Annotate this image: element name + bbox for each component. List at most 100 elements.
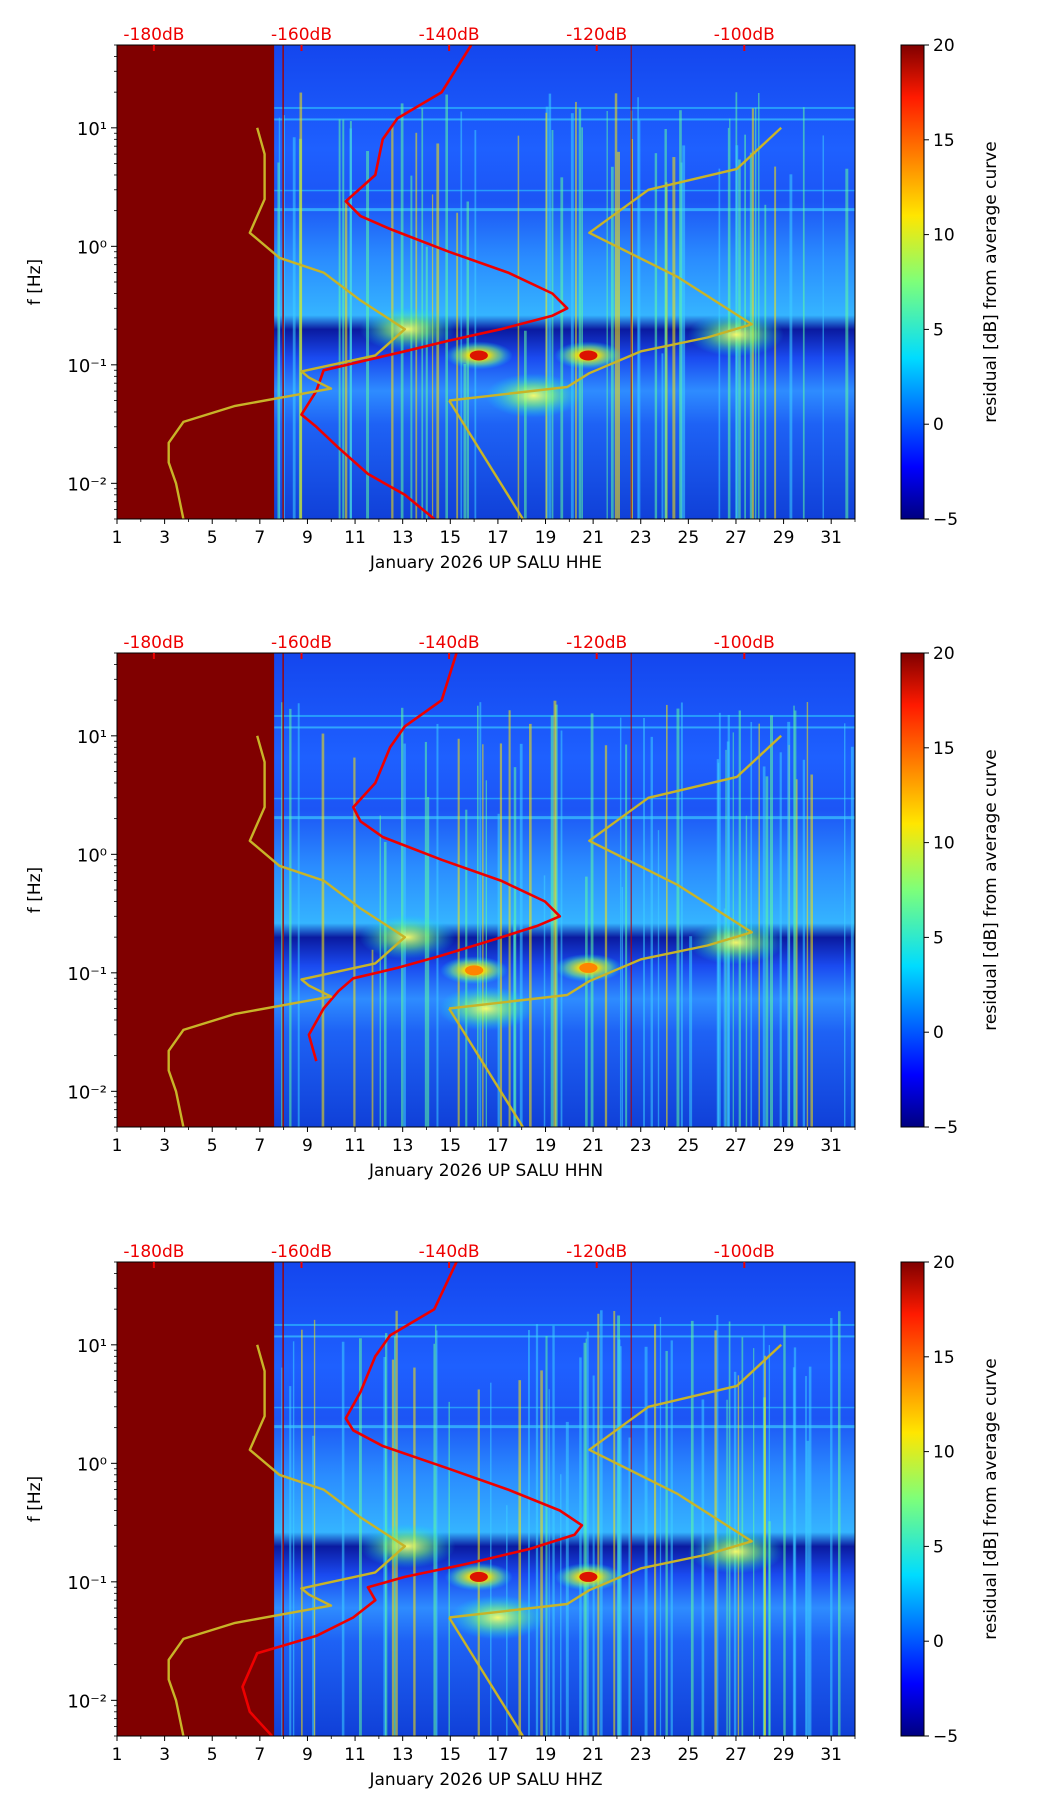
spectral-spike xyxy=(518,1380,522,1736)
db-tick-label: -180dB xyxy=(123,633,184,653)
x-tick-label: 29 xyxy=(773,1136,795,1156)
spectral-spike xyxy=(570,113,574,519)
spectral-spike xyxy=(793,705,795,1127)
spectral-spike xyxy=(680,702,683,1127)
spectral-spike xyxy=(583,1342,587,1736)
spectral-spike xyxy=(689,936,693,1127)
freq-band xyxy=(274,106,855,109)
x-tick-label: 11 xyxy=(344,528,366,548)
spectral-spike xyxy=(553,700,557,1127)
spectral-spike xyxy=(659,1317,662,1736)
spectral-spike xyxy=(619,1346,622,1736)
spectral-spike xyxy=(551,129,554,519)
spectral-spike xyxy=(822,135,824,519)
spectral-spike xyxy=(770,715,774,1127)
spectral-spike xyxy=(383,841,387,1127)
x-tick-label: 5 xyxy=(207,528,218,548)
y-tick-label: 10⁰ xyxy=(77,845,107,866)
y-tick-label: 10⁻¹ xyxy=(67,1573,107,1594)
curve-olive-right xyxy=(448,1343,783,1619)
spectral-spike xyxy=(805,1376,807,1736)
x-tick-label: 7 xyxy=(254,528,265,548)
db-tick-label: -160dB xyxy=(271,633,332,653)
x-tick-label: 25 xyxy=(678,1745,700,1765)
spectral-spike xyxy=(718,712,721,1127)
y-tick-label: 10⁻² xyxy=(67,474,107,495)
spectral-spike xyxy=(519,743,523,1127)
x-tick-label: 9 xyxy=(302,1136,313,1156)
x-tick-label: 17 xyxy=(487,528,509,548)
spectral-spike xyxy=(795,779,798,1127)
colorbar-tick-label: 0 xyxy=(933,1632,944,1652)
spectral-spike xyxy=(843,723,846,1127)
colorbar-label: residual [dB] from average curve xyxy=(981,1358,1001,1639)
x-tick-label: 3 xyxy=(159,1745,170,1765)
data-gap-region xyxy=(117,653,275,1127)
spectral-spike xyxy=(540,1370,543,1736)
spectral-spike xyxy=(457,738,460,1127)
curve-red xyxy=(300,45,569,519)
spectral-spike xyxy=(806,702,809,1127)
spectral-spike xyxy=(341,1341,345,1736)
spectral-spike xyxy=(619,717,622,1127)
data-gap-region xyxy=(117,45,275,519)
spectral-spike xyxy=(637,97,639,519)
db-tick-label: -160dB xyxy=(271,25,332,45)
y-tick-label: 10¹ xyxy=(77,727,107,748)
spectral-spike xyxy=(281,702,284,1127)
freq-band xyxy=(274,1425,855,1429)
spectral-spike xyxy=(545,112,548,519)
x-tick-label: 31 xyxy=(820,1745,842,1765)
x-tick-label: 13 xyxy=(392,528,414,548)
spectral-spike xyxy=(578,108,582,519)
spectral-spike xyxy=(550,715,554,1127)
hotspot-core xyxy=(469,1571,488,1582)
residual-hotspot xyxy=(449,1595,546,1640)
spectral-spike xyxy=(499,743,503,1127)
colorbar-tick-label: 20 xyxy=(933,36,955,56)
x-tick-label: 29 xyxy=(773,528,795,548)
spectral-spike xyxy=(625,744,628,1127)
db-tick-label: -140dB xyxy=(419,1242,480,1262)
freq-band xyxy=(274,118,855,121)
x-tick-label: 17 xyxy=(487,1745,509,1765)
spectral-spike xyxy=(460,111,463,519)
colorbar-tick-label: 10 xyxy=(933,834,955,854)
spectral-spike xyxy=(482,744,484,1127)
x-tick-label: 15 xyxy=(439,528,461,548)
spectral-spike xyxy=(585,1338,587,1736)
spectral-spike xyxy=(555,704,558,1127)
x-tick-label: 23 xyxy=(630,1136,652,1156)
spectral-spike xyxy=(654,153,658,519)
data-gap-region xyxy=(117,1262,275,1736)
spectral-spike xyxy=(344,199,348,519)
spectral-spike xyxy=(787,721,791,1127)
hotspot-core xyxy=(465,965,484,976)
spectral-spike xyxy=(426,796,430,1127)
spectral-spike xyxy=(631,138,633,519)
x-tick-label: 25 xyxy=(678,528,700,548)
spectral-spike xyxy=(463,363,467,519)
spectral-spike xyxy=(738,710,741,1127)
spectral-spike xyxy=(654,1324,657,1736)
residual-hotspot xyxy=(438,986,534,1031)
spectral-spike xyxy=(664,128,667,519)
spectral-spike xyxy=(281,1367,284,1736)
spectral-spike xyxy=(600,1310,603,1736)
spectral-spike xyxy=(764,204,767,519)
spectral-spike xyxy=(638,120,641,519)
db-tick-label: -120dB xyxy=(566,25,627,45)
hotspot-core xyxy=(579,962,598,973)
spectral-spike xyxy=(845,168,849,519)
spectral-spike xyxy=(665,1350,668,1736)
spectral-spike xyxy=(644,1346,648,1736)
db-tick-label: -120dB xyxy=(566,1242,627,1262)
x-tick-label: 9 xyxy=(302,1745,313,1765)
spectral-spike xyxy=(690,1320,694,1736)
y-tick-label: 10⁻¹ xyxy=(67,964,107,985)
residual-hotspot xyxy=(359,915,456,960)
freq-band xyxy=(274,189,855,192)
db-tick-label: -160dB xyxy=(271,1242,332,1262)
colorbar-tick-label: 15 xyxy=(933,131,955,151)
colorbar-tick-label: 5 xyxy=(933,928,944,948)
